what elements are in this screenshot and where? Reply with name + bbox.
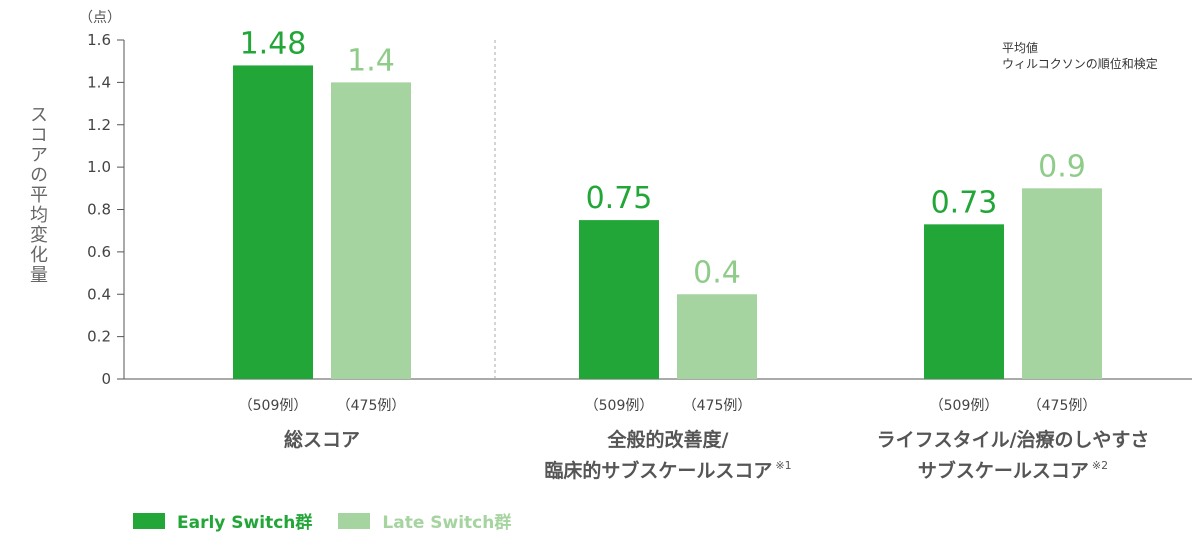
data-label: 1.4 xyxy=(347,43,395,78)
data-label: 0.9 xyxy=(1038,149,1086,184)
y-tick-label: 0 xyxy=(101,370,111,388)
y-tick-label: 1.2 xyxy=(87,116,111,134)
category-footnote-mark: ※1 xyxy=(775,459,791,472)
sample-size-label: （509例） xyxy=(239,398,308,414)
category-label: 総スコア xyxy=(284,428,360,451)
legend-swatch-early xyxy=(133,512,165,529)
note-line-mean: 平均値 xyxy=(1002,41,1039,55)
y-tick-label: 0.2 xyxy=(87,328,111,346)
legend-item-late: Late Switch群 xyxy=(338,508,511,533)
category-label-text: 臨床的サブスケールスコア xyxy=(544,459,772,482)
bar-late xyxy=(1022,188,1102,379)
legend-label-early: Early Switch群 xyxy=(177,513,313,533)
category-label-text: 全般的改善度/ xyxy=(607,428,729,451)
category-label: 臨床的サブスケールスコア ※1 xyxy=(544,459,791,482)
sample-size-label: （475例） xyxy=(683,398,752,414)
bar-early xyxy=(579,220,659,379)
bar-late xyxy=(677,294,757,379)
category-footnote-mark: ※2 xyxy=(1092,459,1108,472)
sample-size-label: （475例） xyxy=(1028,398,1097,414)
category-label: 全般的改善度/ xyxy=(607,428,729,451)
category-label: ライフスタイル/治療のしやすさ xyxy=(877,428,1150,451)
bar-early xyxy=(924,224,1004,379)
legend-item-early: Early Switch群 xyxy=(133,508,312,533)
sample-size-label: （509例） xyxy=(930,398,999,414)
legend: Early Switch群 Late Switch群 xyxy=(133,508,537,533)
data-label: 0.4 xyxy=(693,255,741,290)
sample-size-label: （509例） xyxy=(585,398,654,414)
data-label: 0.75 xyxy=(586,181,653,216)
data-label: 1.48 xyxy=(240,26,307,61)
y-tick-label: 0.4 xyxy=(87,285,111,303)
note-line-test: ウィルコクソンの順位和検定 xyxy=(1002,57,1158,71)
y-tick-label: 1.4 xyxy=(87,73,111,91)
category-label: サブスケールスコア ※2 xyxy=(918,459,1108,482)
y-tick-label: 0.8 xyxy=(87,201,111,219)
bar-early xyxy=(233,65,313,380)
data-label: 0.73 xyxy=(931,185,998,220)
y-tick-label: 0.6 xyxy=(87,243,111,261)
sample-size-label: （475例） xyxy=(337,398,406,414)
y-unit-label: （点） xyxy=(79,10,121,26)
y-tick-label: 1.0 xyxy=(87,158,111,176)
bar-late xyxy=(331,82,411,379)
legend-swatch-late xyxy=(338,512,371,529)
category-label-text: サブスケールスコア xyxy=(918,459,1089,482)
statistics-note: 平均値 ウィルコクソンの順位和検定 xyxy=(1002,40,1158,72)
category-label-text: 総スコア xyxy=(284,428,360,451)
legend-label-late: Late Switch群 xyxy=(382,513,512,533)
y-tick-label: 1.6 xyxy=(87,31,111,49)
category-label-text: ライフスタイル/治療のしやすさ xyxy=(877,428,1150,451)
y-axis-title: スコアの平均変化量 xyxy=(27,105,48,285)
